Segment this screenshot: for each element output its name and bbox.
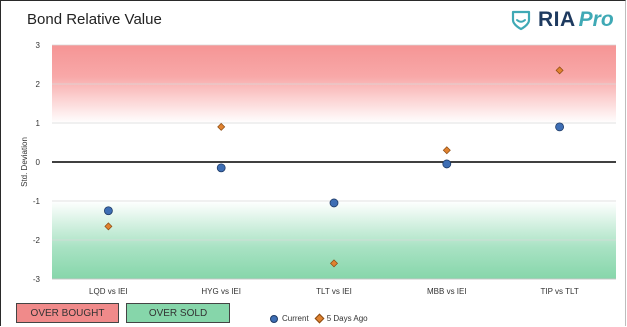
y-axis-label: Std. Deviation [20, 137, 29, 187]
overbought-badge: OVER BOUGHT [16, 303, 119, 323]
point-5-days-ago [217, 122, 226, 131]
point-current [555, 122, 564, 132]
point-5-days-ago [555, 66, 564, 75]
logo-pro-text: Pro [578, 8, 614, 31]
legend-5days-marker [314, 313, 325, 324]
y-tick-label: -2 [33, 236, 41, 245]
y-tick-label: 0 [36, 158, 41, 167]
y-tick-label: -1 [33, 197, 41, 206]
x-tick-label: HYG vs IEI [201, 287, 241, 296]
point-5-days-ago [442, 146, 451, 155]
point-current [442, 159, 452, 169]
point-current [216, 163, 226, 173]
y-tick-label: 2 [36, 80, 41, 89]
shield-icon [511, 10, 531, 31]
x-tick-label: MBB vs IEI [427, 287, 467, 296]
logo-text: RIA [538, 8, 576, 31]
y-tick-label: 1 [36, 119, 41, 128]
legend-current-label: Current [282, 314, 309, 323]
logo: RIA Pro [510, 8, 614, 32]
point-current [104, 206, 113, 216]
scatter-chart: 3 2 1 0 -1 -2 -3 LQD vs IEI HYG vs IEI TLT vs IEI… [20, 41, 616, 296]
legend-current-marker [270, 314, 278, 323]
x-tick-label: TLT vs IEI [316, 287, 352, 296]
chart-title: Bond Relative Value [27, 11, 162, 28]
chart-legend: Current 5 Days Ago [270, 313, 368, 324]
legend-5days-label: 5 Days Ago [326, 314, 368, 323]
y-tick-label: 3 [36, 41, 41, 50]
y-tick-label: -3 [33, 275, 41, 284]
point-5-days-ago [104, 222, 113, 231]
x-tick-label: TIP vs TLT [540, 287, 578, 296]
oversold-badge: OVER SOLD [126, 303, 230, 323]
x-tick-label: LQD vs IEI [89, 287, 128, 296]
point-current [329, 198, 339, 208]
point-5-days-ago [330, 259, 338, 268]
